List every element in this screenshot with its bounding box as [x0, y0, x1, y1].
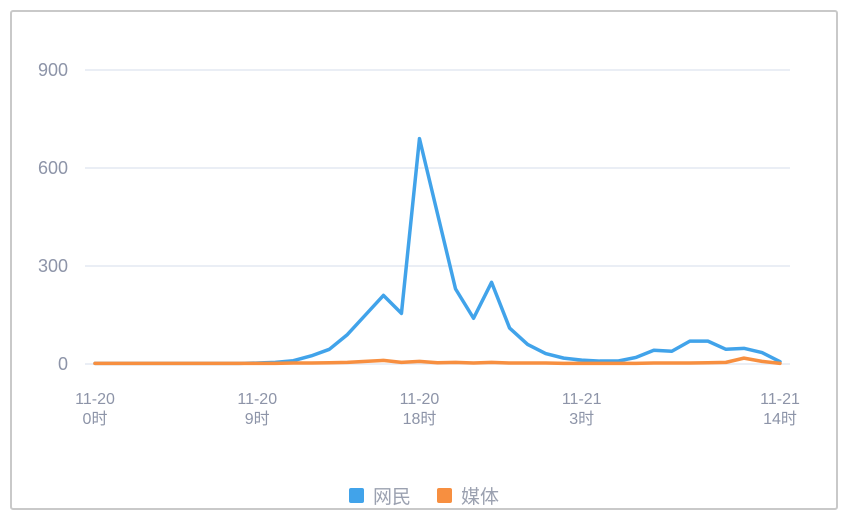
- netizen-series-swatch-icon: [348, 488, 364, 503]
- legend-label-netizen: 网民: [372, 487, 411, 508]
- x-axis-tick-label: 11-21 3时: [562, 391, 602, 428]
- media-series-swatch-icon: [437, 488, 452, 503]
- y-axis-tick-label: 600: [38, 158, 68, 178]
- line-chart: 0 300 600 900 11-20 0时 11-20 9时 11-20 18时 11-21 3时 1…: [38, 60, 800, 428]
- x-axis-tick-label: 11-20 18时: [400, 391, 440, 428]
- netizen-series-line[interactable]: [93, 136, 782, 366]
- legend-label-media: 媒体: [461, 487, 500, 508]
- chart-legend: 网民 媒体: [12, 482, 836, 509]
- y-axis-tick-label: 0: [58, 354, 68, 374]
- media-series-line[interactable]: [93, 356, 782, 366]
- y-axis-tick-label: 300: [38, 256, 68, 276]
- x-axis-tick-label: 11-20 0时: [75, 391, 115, 428]
- chart-frame: 0 300 600 900 11-20 0时 11-20 9时 11-20 18时 11-21 3时 1…: [10, 10, 838, 510]
- x-axis-tick-label: 11-20 9时: [237, 391, 277, 428]
- legend-item-netizen[interactable]: 网民: [348, 482, 411, 509]
- x-axis-tick-label: 11-21 14时: [760, 391, 800, 428]
- legend-item-media[interactable]: 媒体: [437, 482, 499, 509]
- y-axis-tick-label: 900: [38, 60, 68, 80]
